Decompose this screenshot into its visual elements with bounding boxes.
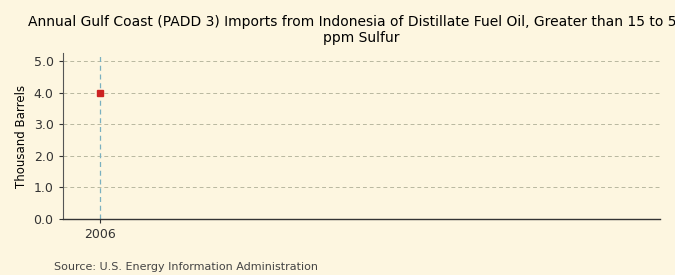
Title: Annual Gulf Coast (PADD 3) Imports from Indonesia of Distillate Fuel Oil, Greate: Annual Gulf Coast (PADD 3) Imports from … [28, 15, 675, 45]
Y-axis label: Thousand Barrels: Thousand Barrels [15, 84, 28, 188]
Text: Source: U.S. Energy Information Administration: Source: U.S. Energy Information Administ… [54, 262, 318, 271]
